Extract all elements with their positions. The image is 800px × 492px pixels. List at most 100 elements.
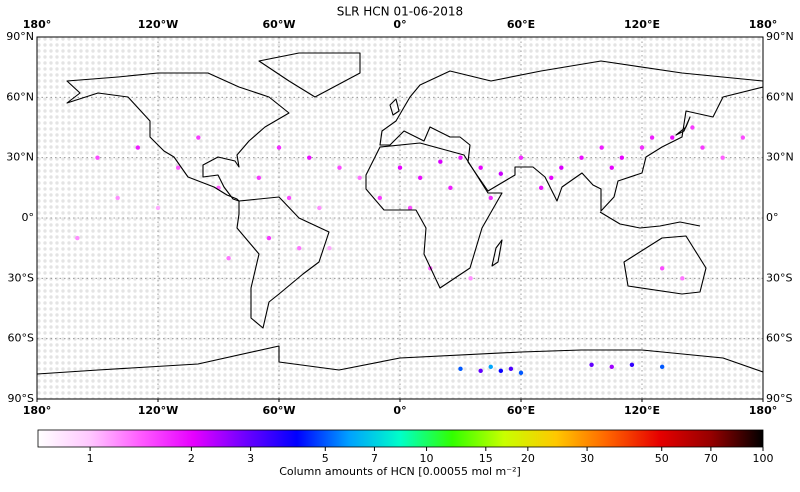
y-tick-label-right: 0° bbox=[766, 211, 779, 224]
x-tick-label-bottom: 60°W bbox=[263, 404, 296, 417]
measurement bbox=[256, 175, 262, 180]
measurement bbox=[508, 366, 514, 372]
measurement bbox=[276, 145, 282, 150]
africa bbox=[365, 142, 503, 289]
measurement bbox=[286, 195, 292, 201]
australia bbox=[623, 235, 707, 295]
measurement bbox=[417, 175, 423, 180]
y-tick-label-right: 60°N bbox=[766, 90, 794, 103]
measurement bbox=[296, 245, 302, 251]
measurement bbox=[75, 235, 80, 241]
measurement bbox=[619, 155, 625, 160]
measurement bbox=[700, 145, 705, 150]
measurement bbox=[155, 205, 161, 211]
colorbar-tick-label: 50 bbox=[655, 452, 669, 465]
measurement bbox=[317, 205, 322, 211]
measurement bbox=[407, 205, 413, 211]
measurement bbox=[680, 276, 685, 281]
measurement bbox=[438, 159, 443, 164]
measurement bbox=[226, 256, 231, 261]
y-tick-label-right: 90°N bbox=[766, 30, 794, 43]
measurement bbox=[629, 362, 635, 368]
measurement bbox=[649, 135, 655, 140]
colorbar-tick-label: 100 bbox=[753, 452, 774, 465]
colorbar-tick-label: 2 bbox=[188, 452, 195, 465]
y-tick-label-right: 30°N bbox=[766, 151, 794, 164]
colorbar-tick-label: 7 bbox=[371, 452, 378, 465]
coastlines bbox=[37, 52, 763, 375]
y-tick-label-left: 30°S bbox=[8, 271, 34, 284]
x-tick-label-top: 180° bbox=[23, 18, 51, 31]
x-tick-label-bottom: 120°E bbox=[624, 404, 660, 417]
measurement bbox=[307, 155, 312, 160]
measurement bbox=[397, 165, 403, 170]
measurement bbox=[589, 362, 594, 368]
measurement bbox=[337, 165, 342, 170]
x-tick-label-bottom: 180° bbox=[749, 404, 777, 417]
uk bbox=[389, 98, 400, 116]
y-tick-label-right: 90°S bbox=[766, 392, 792, 405]
y-tick-label-left: 90°N bbox=[6, 30, 34, 43]
south-america bbox=[236, 196, 330, 329]
y-tick-label-left: 30°N bbox=[6, 151, 34, 164]
measurement bbox=[196, 135, 201, 140]
measurement bbox=[720, 155, 725, 160]
measurement bbox=[639, 145, 645, 150]
measurement bbox=[659, 364, 665, 370]
measurement bbox=[690, 125, 695, 130]
x-tick-label-top: 0° bbox=[393, 18, 406, 31]
colorbar-tick-label: 15 bbox=[479, 452, 493, 465]
measurement bbox=[498, 368, 504, 374]
x-tick-label-bottom: 120°W bbox=[138, 404, 179, 417]
measurement bbox=[468, 276, 473, 281]
colorbar-tick-label: 20 bbox=[521, 452, 535, 465]
y-tick-label-left: 60°N bbox=[6, 90, 34, 103]
measurement bbox=[377, 195, 383, 201]
measurement bbox=[518, 155, 524, 160]
measurement bbox=[599, 145, 604, 150]
y-tick-label-left: 0° bbox=[22, 211, 35, 224]
colorbar-tick-label: 5 bbox=[322, 452, 329, 465]
y-tick-label-right: 30°S bbox=[766, 271, 792, 284]
measurement bbox=[609, 165, 614, 170]
measurement bbox=[538, 185, 544, 191]
measurement bbox=[478, 368, 483, 374]
y-tick-label-left: 60°S bbox=[8, 332, 34, 345]
x-tick-label-top: 60°W bbox=[263, 18, 296, 31]
x-tick-label-top: 120°W bbox=[138, 18, 179, 31]
x-tick-label-bottom: 0° bbox=[393, 404, 406, 417]
japan bbox=[675, 116, 691, 136]
measurement bbox=[448, 185, 453, 191]
measurement bbox=[609, 364, 614, 370]
north-america bbox=[66, 72, 290, 202]
colorbar-label: Column amounts of HCN [0.00055 mol m⁻²] bbox=[279, 465, 521, 478]
measurement bbox=[670, 135, 675, 140]
measurement bbox=[478, 165, 483, 170]
x-tick-label-bottom: 180° bbox=[23, 404, 51, 417]
measurement bbox=[518, 370, 524, 376]
y-tick-label-right: 60°S bbox=[766, 332, 792, 345]
measurement bbox=[115, 195, 120, 201]
measurement bbox=[549, 175, 554, 180]
measurement bbox=[175, 165, 181, 170]
x-tick-label-top: 60°E bbox=[507, 18, 535, 31]
measurement bbox=[357, 175, 362, 180]
measurement bbox=[659, 266, 665, 271]
measurement bbox=[488, 364, 493, 370]
measurement bbox=[498, 171, 504, 176]
measurement bbox=[266, 235, 272, 241]
measurement bbox=[95, 155, 100, 160]
colorbar-tick-label: 70 bbox=[704, 452, 718, 465]
measurement bbox=[458, 366, 463, 372]
colorbar-tick-label: 10 bbox=[420, 452, 434, 465]
antarctica bbox=[37, 345, 763, 375]
x-tick-label-top: 120°E bbox=[624, 18, 660, 31]
measurement bbox=[458, 155, 463, 160]
eurasia bbox=[379, 60, 763, 212]
colorbar-tick-label: 30 bbox=[580, 452, 594, 465]
y-tick-label-left: 90°S bbox=[8, 392, 34, 405]
measurement bbox=[327, 245, 332, 251]
x-tick-label-top: 180° bbox=[749, 18, 777, 31]
title: SLR HCN 01-06-2018 bbox=[337, 5, 463, 19]
